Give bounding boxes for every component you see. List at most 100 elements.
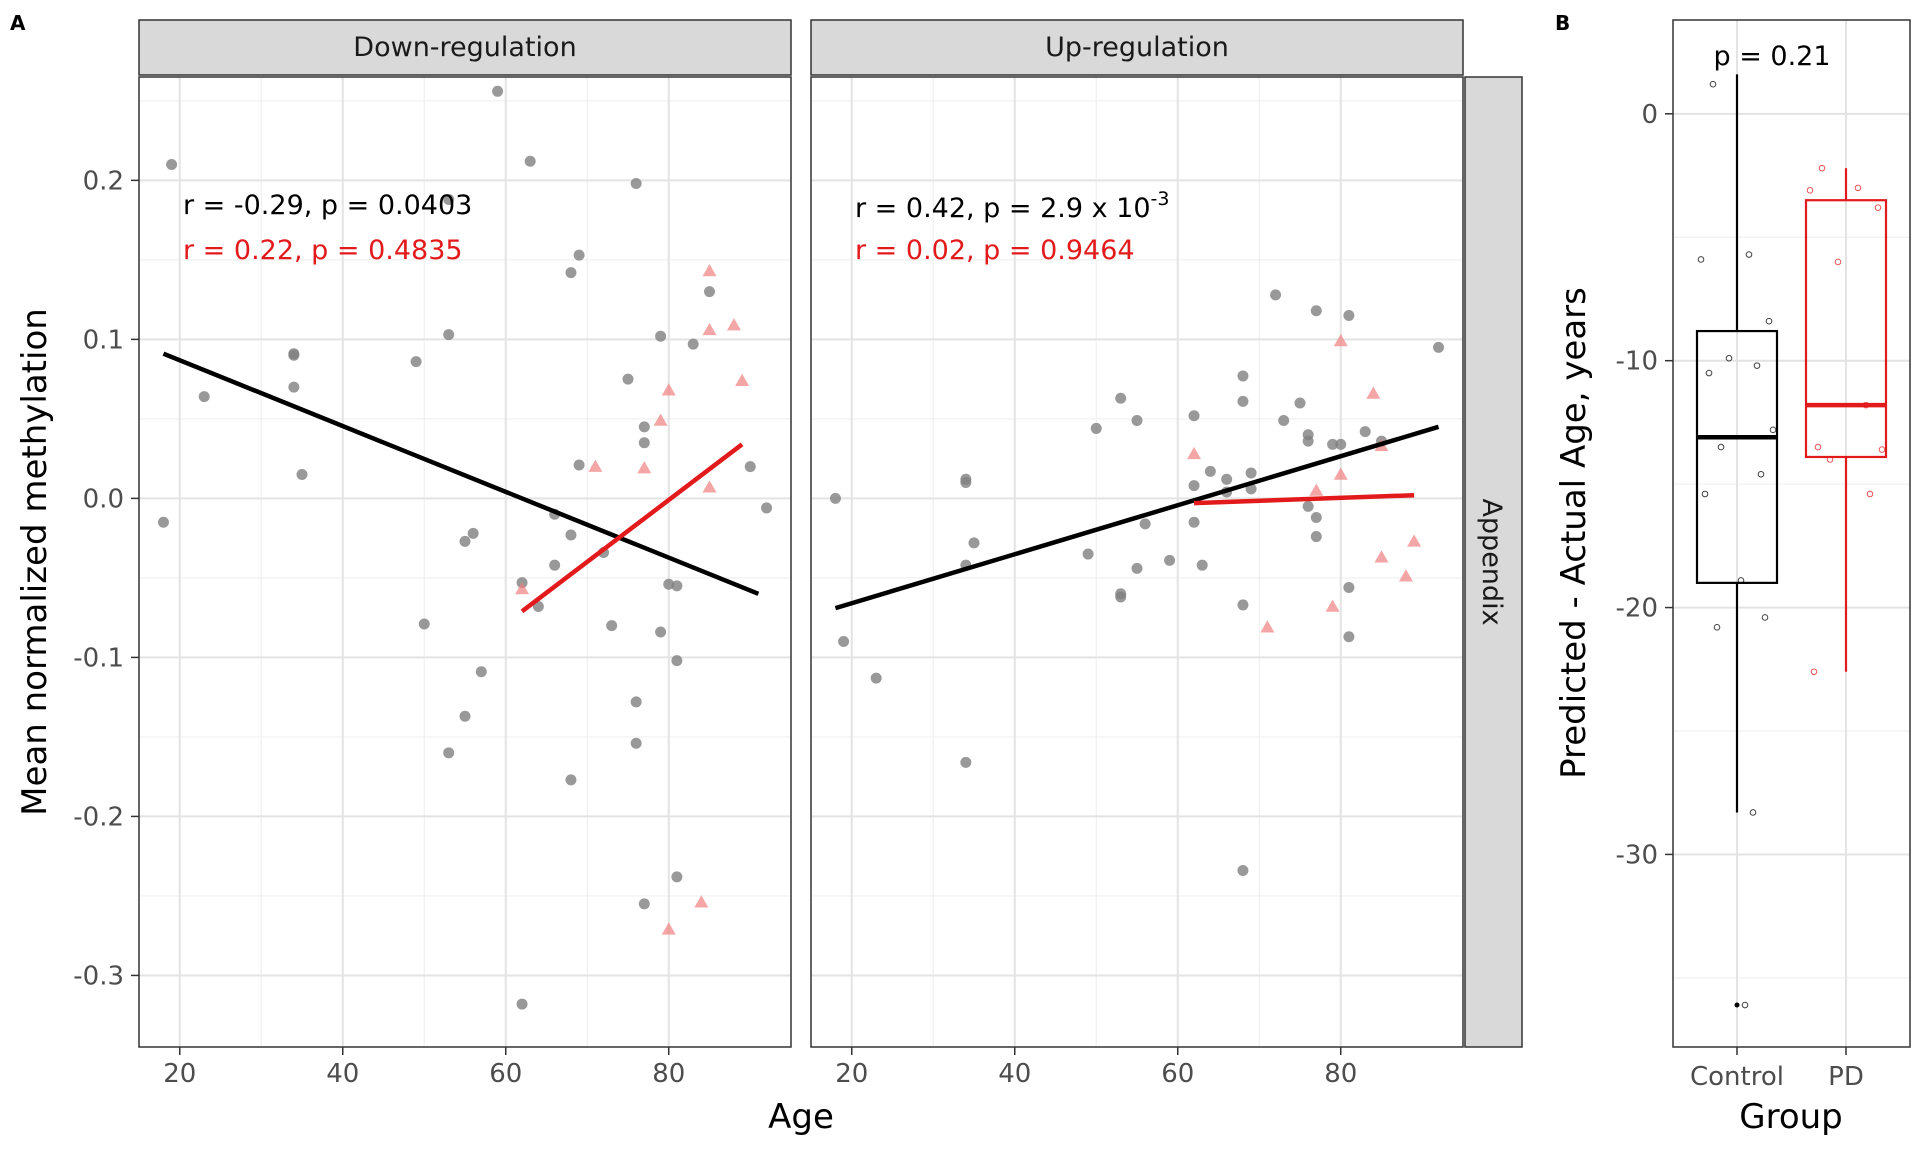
control-point <box>1090 422 1102 434</box>
pd-point <box>1333 467 1348 480</box>
facet-down-annotation-pd: r = 0.22, p = 0.4835 <box>183 235 463 266</box>
control-point <box>744 461 756 473</box>
x-tick-label: 60 <box>1161 1059 1194 1089</box>
control-point <box>157 516 169 528</box>
control-point <box>630 737 642 749</box>
control-point <box>1302 435 1314 447</box>
facet-title-up: Up-regulation <box>1045 32 1229 63</box>
jitter-point <box>1737 577 1745 584</box>
control-point <box>1115 591 1127 603</box>
panel-b-x-axis: Control PD <box>1690 1047 1864 1092</box>
jitter-point <box>1697 256 1705 263</box>
jitter-point <box>1753 362 1761 369</box>
facet-up-grid <box>811 77 1463 1047</box>
control-point <box>1237 599 1249 611</box>
control-point <box>1237 395 1249 407</box>
panel-label-b: B <box>1555 11 1570 35</box>
control-point <box>1188 480 1200 492</box>
control-point <box>516 998 528 1010</box>
panel-b-border <box>1672 19 1911 1048</box>
pd-point <box>1325 599 1340 612</box>
facet-down-fit-lines <box>162 351 760 614</box>
control-point <box>829 492 841 504</box>
control-point <box>1196 559 1208 571</box>
jitter-point <box>1757 470 1765 478</box>
facet-down-plot: r = -0.29, p = 0.0403 r = 0.22, p = 0.48… <box>138 76 792 1048</box>
facet-up-plot: r = 0.42, p = 2.9 x 10-3 r = 0.02, p = 0… <box>810 76 1464 1048</box>
y-tick-label: -0.1 <box>73 643 124 673</box>
control-point <box>166 158 178 170</box>
control-point <box>663 578 675 590</box>
jitter-point <box>1709 80 1717 88</box>
control-point <box>671 655 683 667</box>
control-point <box>443 747 455 759</box>
control-point <box>198 391 210 403</box>
panel-b-y-axis: -30 -20 -10 0 <box>1616 100 1673 870</box>
control-fit-line <box>162 351 760 596</box>
control-point <box>1131 562 1143 574</box>
jitter-point <box>1717 443 1725 451</box>
control-point <box>1294 397 1306 409</box>
jitter-point <box>1705 369 1713 377</box>
control-point <box>492 85 504 97</box>
pd-point <box>1374 550 1389 563</box>
jitter-point <box>1769 426 1777 434</box>
y-tick-label: 0.2 <box>83 166 124 196</box>
y-tick-label: -10 <box>1616 347 1658 377</box>
control-point <box>1204 465 1216 477</box>
control-point <box>288 349 300 361</box>
facet-strip-down <box>138 19 792 76</box>
panel-b-background <box>1673 20 1910 1047</box>
jitter-point <box>1874 204 1882 211</box>
control-point <box>1164 554 1176 566</box>
control-point <box>638 898 650 910</box>
pd-point <box>1309 483 1324 496</box>
control-point <box>565 774 577 786</box>
x-tick-label: 60 <box>489 1059 522 1089</box>
pd-point <box>661 922 676 935</box>
pd-point <box>1260 620 1275 633</box>
facet-down-border <box>138 76 792 1048</box>
facet-up-annotation-control: r = 0.42, p = 2.9 x 10-3 <box>855 188 1170 224</box>
jitter-point <box>1725 354 1733 362</box>
panel-b: B p = 0.21 -30 -20 -10 0 Control PD Predicte… <box>1554 11 1911 1137</box>
y-tick-label: 0.0 <box>83 484 124 514</box>
control-point <box>1221 473 1233 485</box>
panel-b-points <box>1697 80 1886 1009</box>
control-point <box>1245 467 1257 479</box>
x-tick-label: 80 <box>1324 1059 1357 1089</box>
pd-point <box>735 373 750 386</box>
control-point <box>1310 531 1322 543</box>
control-point <box>1188 410 1200 422</box>
pd-point <box>653 413 668 426</box>
control-point <box>565 267 577 279</box>
control-point <box>1188 516 1200 528</box>
jitter-point <box>1866 490 1874 498</box>
control-point <box>761 502 773 514</box>
panel-a-x-axis-title: Age <box>768 1097 834 1137</box>
control-point <box>573 249 585 261</box>
control-point <box>1270 289 1282 301</box>
control-point <box>475 666 487 678</box>
y-tick-label: -20 <box>1616 594 1658 624</box>
control-point <box>1343 631 1355 643</box>
control-point <box>1302 500 1314 512</box>
control-point <box>960 756 972 768</box>
jitter-point <box>1701 490 1709 498</box>
pd-point <box>726 318 741 331</box>
control-point <box>1139 518 1151 530</box>
control-point <box>1343 581 1355 593</box>
box <box>1695 329 1779 584</box>
pd-point <box>1407 534 1422 547</box>
control-point <box>288 381 300 393</box>
pd-point <box>1398 569 1413 582</box>
jitter-point <box>1814 443 1822 451</box>
x-tick-label: PD <box>1828 1062 1864 1092</box>
pd-point <box>702 322 717 336</box>
control-point <box>1310 305 1322 317</box>
facet-up-annotation-main: r = 0.42, p = 2.9 x 10 <box>855 193 1151 224</box>
control-point <box>410 356 422 368</box>
pd-point <box>694 895 709 908</box>
control-point <box>1433 341 1445 353</box>
facet-up-background <box>811 77 1463 1047</box>
